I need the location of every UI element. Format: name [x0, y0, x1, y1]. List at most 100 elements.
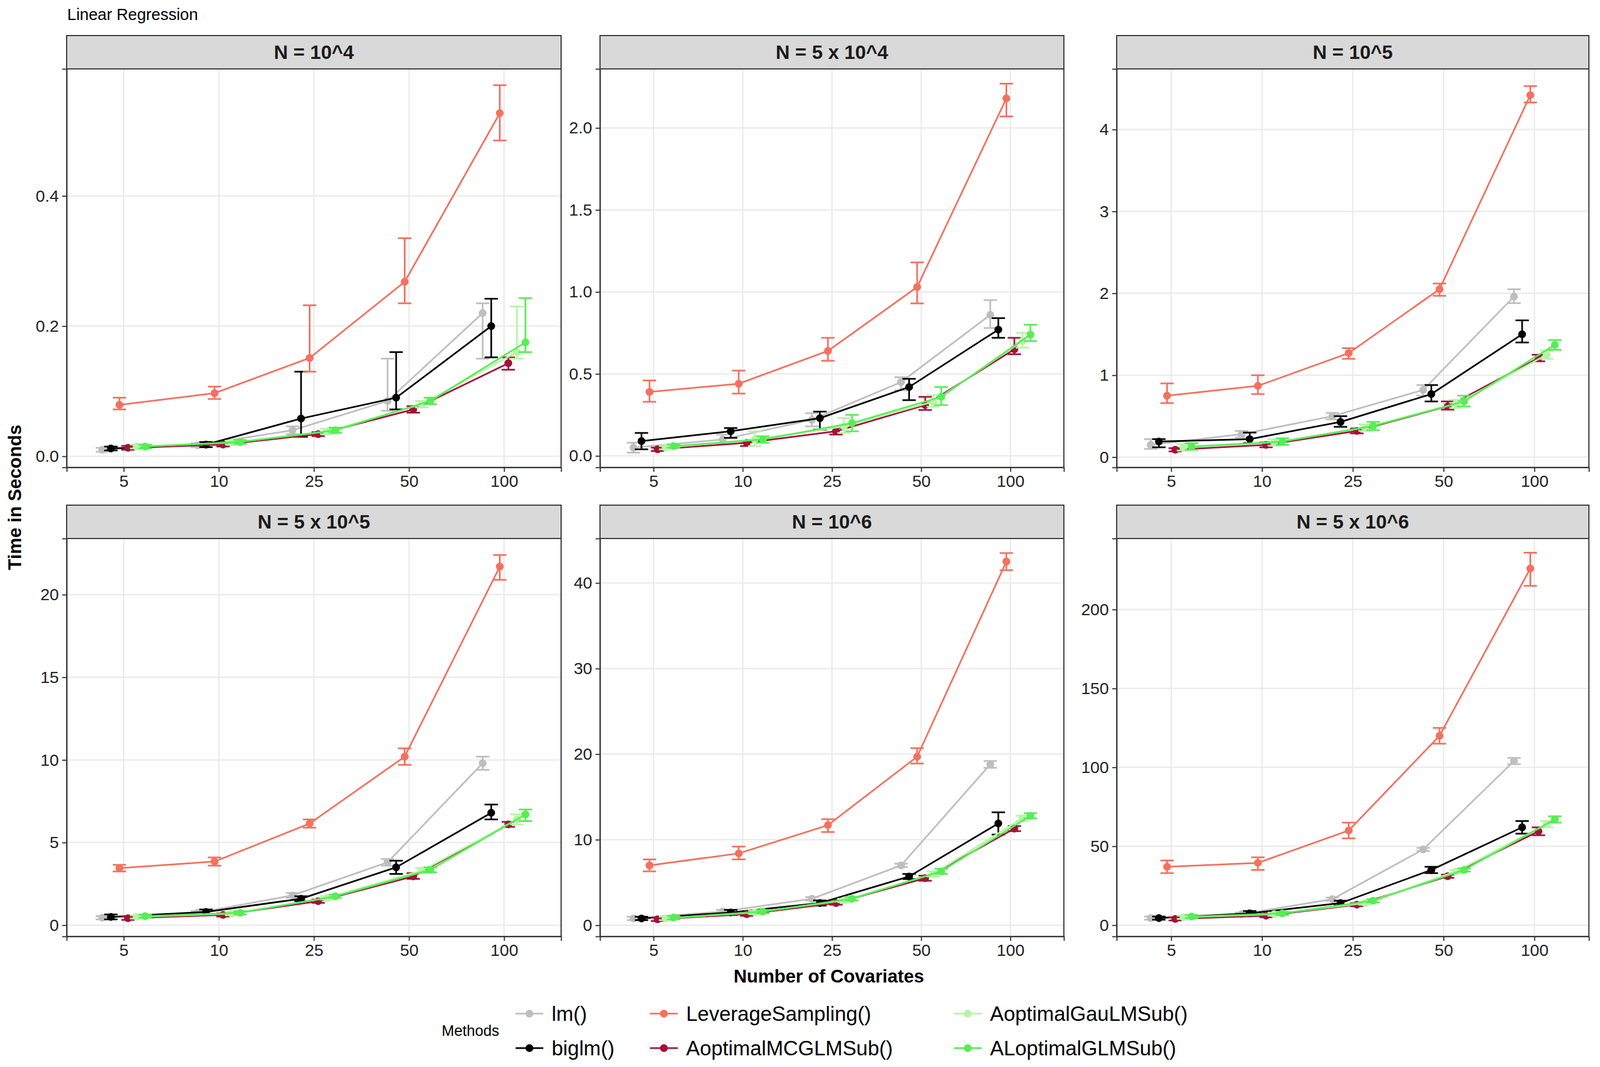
error-bar — [1548, 340, 1562, 350]
plot-background — [600, 538, 1064, 937]
y-axis: 0.00.51.01.52.0 — [568, 69, 600, 468]
point — [1155, 437, 1163, 446]
error-bar-cap — [894, 376, 908, 378]
error-bar — [389, 352, 403, 410]
point — [1526, 91, 1535, 99]
error-bar-cap — [1007, 353, 1022, 355]
series — [121, 820, 515, 922]
error-bar-cap — [1333, 415, 1348, 417]
error-bar-cap — [493, 553, 507, 556]
strip — [1116, 35, 1589, 69]
point — [1435, 731, 1444, 740]
y-grid-line — [600, 127, 1064, 129]
point — [986, 760, 995, 769]
series — [658, 814, 1029, 923]
x-tick-label: 50 — [1434, 471, 1453, 490]
error-bar — [642, 858, 657, 872]
point — [115, 863, 124, 872]
legend-key-point — [963, 1009, 972, 1018]
legend-entry: lm() — [515, 1002, 588, 1025]
point — [758, 907, 767, 915]
x-tick: 25 — [822, 936, 842, 959]
error-bar-cap — [1432, 742, 1447, 745]
series-line — [145, 814, 526, 917]
error-bar-cap — [207, 397, 222, 400]
point — [521, 810, 530, 819]
error-bar-stem — [403, 238, 406, 304]
y-tick: 0.0 — [568, 446, 600, 465]
x-tick-label: 25 — [1343, 471, 1363, 490]
error-bar-cap — [910, 747, 924, 749]
error-bar-cap — [1342, 357, 1356, 360]
legend-label: AoptimalMCGLMSub() — [686, 1036, 893, 1060]
x-grid-line — [122, 538, 125, 937]
error-bar-cap — [934, 403, 948, 406]
point — [487, 322, 495, 330]
error-bar — [910, 262, 924, 304]
error-bar-cap — [1342, 821, 1356, 824]
point — [236, 908, 244, 917]
error-bar-cap — [1441, 400, 1455, 403]
y-tick-mark — [595, 127, 600, 129]
x-tick-label: 50 — [1434, 940, 1453, 959]
point — [669, 442, 678, 450]
error-bar — [821, 337, 835, 361]
y-tick: 0 — [1099, 915, 1117, 934]
error-bar — [813, 411, 827, 430]
strip — [600, 35, 1064, 69]
point — [1510, 292, 1518, 301]
series — [95, 303, 490, 454]
x-grid-line — [218, 538, 220, 937]
y-tick-mark — [595, 753, 600, 755]
point — [210, 388, 219, 397]
series-line — [102, 762, 483, 918]
point — [629, 914, 638, 923]
error-bar-cap — [716, 433, 730, 435]
y-grid-line — [600, 291, 1064, 293]
x-tick: 50 — [912, 936, 931, 959]
error-bar — [1366, 421, 1380, 430]
plot-border — [1116, 538, 1589, 937]
error-bar — [983, 760, 998, 768]
point — [1345, 348, 1353, 357]
series-line — [119, 113, 500, 405]
series — [1176, 820, 1554, 922]
x-tick: 100 — [996, 936, 1025, 959]
legend-key-point — [660, 1043, 668, 1052]
error-bar-cap — [1507, 288, 1521, 290]
error-bar — [285, 426, 299, 434]
error-bar-cap — [389, 859, 403, 862]
x-axis: 5102550100 — [67, 936, 562, 959]
point — [758, 435, 767, 444]
error-bar-cap — [635, 448, 649, 450]
series-line — [641, 329, 999, 442]
x-grid-line — [831, 538, 833, 937]
error-bar — [732, 846, 746, 859]
point — [1551, 341, 1559, 349]
y-grid-line — [1116, 608, 1589, 611]
panel-title: N = 10^4 — [273, 41, 355, 63]
x-tick: 50 — [400, 936, 419, 959]
x-tick: 100 — [996, 467, 1025, 490]
series-line — [136, 818, 518, 917]
y-tick: 0.5 — [568, 364, 600, 383]
error-bar-cap — [805, 412, 819, 414]
series-line — [1150, 296, 1514, 445]
x-tick-mark — [742, 936, 744, 941]
series — [651, 824, 1022, 923]
error-bar-cap — [518, 351, 533, 353]
error-bar-cap — [1251, 374, 1265, 377]
y-tick-mark — [595, 839, 600, 841]
panel: N = 5 x 10^5051015205102550100 — [40, 505, 562, 959]
point — [1518, 823, 1527, 832]
y-grid-line — [1116, 456, 1589, 458]
error-bar-cap — [999, 115, 1013, 118]
error-bar-cap — [510, 823, 524, 825]
x-tick-mark — [1261, 936, 1263, 941]
x-grid-line — [1533, 68, 1536, 468]
error-bar — [999, 552, 1013, 570]
error-bar-cap — [1152, 446, 1166, 448]
error-bar-cap — [493, 578, 507, 581]
point — [141, 442, 149, 451]
grid — [1116, 538, 1589, 937]
